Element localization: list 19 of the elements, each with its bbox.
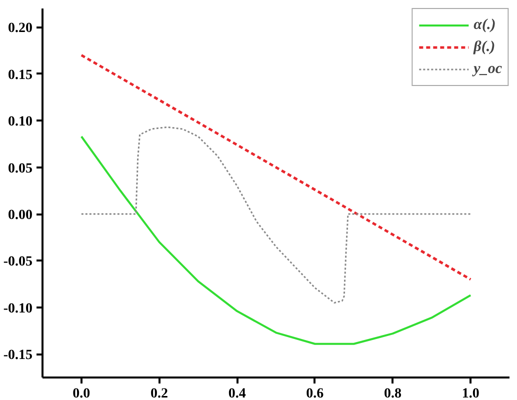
legend-label: α(.) [474, 16, 496, 34]
x-tick-label: 0.4 [228, 386, 246, 400]
legend-label: β(.) [474, 38, 496, 56]
y-tick-label: 0.00 [8, 208, 32, 224]
line-series [80, 126, 472, 304]
y-tick-label: -0.10 [3, 301, 33, 316]
legend-label: y_oc [474, 60, 502, 78]
y-tick-label: -0.15 [3, 348, 33, 364]
x-tick-label: 0.6 [306, 386, 324, 400]
line-series [80, 135, 472, 345]
y-tick-label: 0.10 [8, 114, 32, 130]
x-tick-label: 0.0 [72, 386, 90, 400]
x-tick-label: 1.0 [462, 386, 480, 400]
y-tick-label: -0.05 [3, 254, 33, 270]
y-tick-label: 0.05 [8, 161, 32, 176]
x-tick-label: 0.2 [150, 386, 168, 400]
y-tick-label: 0.20 [8, 21, 32, 36]
x-tick-label: 0.8 [384, 386, 402, 400]
y-tick-label: 0.15 [8, 68, 32, 83]
